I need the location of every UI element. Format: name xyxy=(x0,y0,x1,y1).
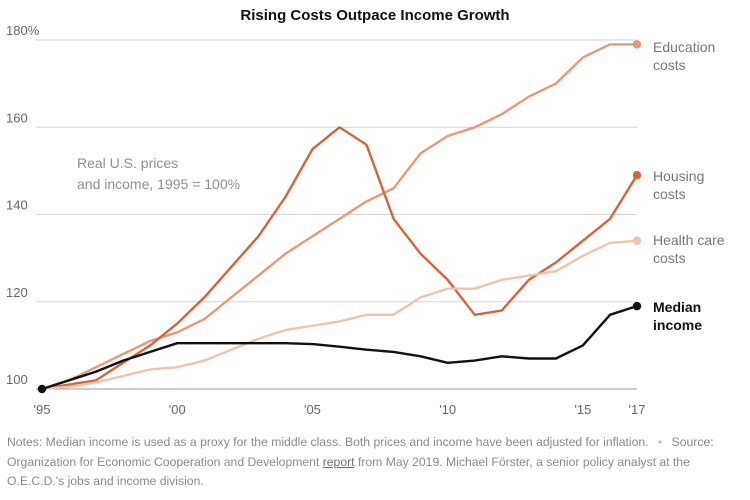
y-tick-label: 120 xyxy=(6,285,28,300)
y-tick-label: 160 xyxy=(6,110,28,125)
health-care-costs-line xyxy=(40,239,639,391)
x-tick-label: '00 xyxy=(169,402,186,417)
line-chart: 180% 160 140 120 100 '95 '00 '05 '10 '15 '17 Real… xyxy=(6,23,725,417)
housing-costs-label: costs xyxy=(653,186,686,202)
housing-costs-end-point xyxy=(632,171,642,180)
notes: Notes: Median income is used as a proxy … xyxy=(7,433,745,492)
x-tick-label: '05 xyxy=(304,402,321,417)
health-care-costs-end-point xyxy=(632,236,642,245)
grid-lines xyxy=(36,39,637,390)
x-tick-label: '15 xyxy=(574,402,591,417)
y-tick-label: 100 xyxy=(6,372,28,387)
report-link[interactable]: report xyxy=(322,454,355,469)
health-care-costs-label: costs xyxy=(653,250,686,266)
education-costs-label: costs xyxy=(653,57,686,73)
education-costs-line xyxy=(40,43,639,391)
notes-text: Notes: Median income is used as a proxy … xyxy=(7,435,649,449)
x-tick-label: '17 xyxy=(629,402,646,417)
health-care-costs-label: Health care xyxy=(653,232,725,248)
chart-title: Rising Costs Outpace Income Growth xyxy=(240,7,510,24)
education-costs-end-point xyxy=(632,40,642,49)
housing-costs-label: Housing xyxy=(653,168,704,184)
y-tick-label: 180% xyxy=(6,23,40,38)
median-income-end-point xyxy=(632,301,642,311)
chart-annotation-line-1: Real U.S. prices xyxy=(77,155,178,171)
notes-separator-dot: • xyxy=(657,435,663,449)
series-lines xyxy=(37,40,642,394)
chart-annotation-line-2: and income, 1995 = 100% xyxy=(77,176,240,192)
series-labels: Education costs Housing costs Health care cos… xyxy=(653,39,725,333)
y-tick-label: 140 xyxy=(6,198,28,213)
x-tick-label: '95 xyxy=(34,402,51,417)
source-prefix: Source: Organization for Economic Cooper… xyxy=(7,435,714,469)
x-axis-tick-labels: '95 '00 '05 '10 '15 '17 xyxy=(34,402,646,417)
x-tick-label: '10 xyxy=(439,402,456,417)
education-costs-label: Education xyxy=(653,39,715,55)
median-income-start-point xyxy=(37,384,47,394)
median-income-label: Median xyxy=(653,299,701,315)
median-income-line xyxy=(40,304,639,391)
y-axis-tick-labels: 180% 160 140 120 100 xyxy=(6,23,40,387)
source-suffix: from May 2019. Michael Förster, a senior… xyxy=(7,454,690,489)
median-income-label: income xyxy=(653,317,702,333)
